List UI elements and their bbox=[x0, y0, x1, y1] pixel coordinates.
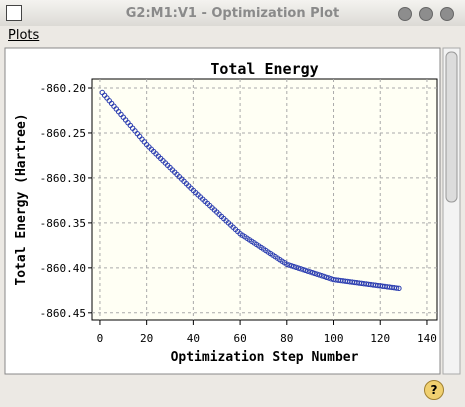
data-point bbox=[326, 275, 332, 281]
data-point bbox=[396, 285, 402, 292]
plot-area bbox=[91, 78, 438, 321]
chart-title: Total Energy bbox=[210, 60, 318, 78]
x-tick-label: 40 bbox=[187, 332, 200, 345]
x-tick-label: 80 bbox=[280, 332, 293, 345]
x-tick-label: 140 bbox=[417, 332, 437, 345]
x-tick-label: 20 bbox=[140, 332, 153, 345]
x-tick-label: 60 bbox=[233, 332, 246, 345]
window-title: G2:M1:V1 - Optimization Plot bbox=[125, 6, 340, 21]
y-tick-label: -860.25 bbox=[40, 127, 86, 140]
data-point bbox=[393, 285, 400, 291]
data-point bbox=[295, 265, 302, 271]
data-point bbox=[323, 274, 330, 280]
data-point bbox=[298, 266, 304, 272]
x-tick-label: 0 bbox=[97, 332, 104, 345]
data-point bbox=[284, 261, 290, 267]
data-point bbox=[286, 262, 292, 268]
data-point bbox=[309, 269, 316, 276]
help-button[interactable]: ? bbox=[424, 380, 444, 400]
data-point bbox=[314, 271, 320, 277]
y-tick-label: -860.20 bbox=[40, 82, 86, 95]
data-point bbox=[291, 263, 297, 270]
data-point bbox=[319, 273, 325, 279]
data-point bbox=[321, 273, 327, 280]
minimize-button[interactable] bbox=[398, 7, 412, 21]
maximize-button[interactable] bbox=[419, 7, 433, 21]
data-point bbox=[307, 269, 313, 275]
data-point bbox=[305, 268, 311, 274]
title-bar: G2:M1:V1 - Optimization Plot bbox=[0, 0, 465, 26]
menu-plots[interactable]: Plots bbox=[8, 28, 40, 43]
data-point bbox=[312, 270, 318, 277]
y-tick-label: -860.30 bbox=[40, 172, 86, 185]
data-point bbox=[300, 266, 306, 273]
data-point bbox=[316, 272, 323, 278]
data-point bbox=[302, 267, 309, 274]
scroll-thumb[interactable] bbox=[445, 51, 458, 203]
app-icon bbox=[6, 5, 22, 21]
y-tick-label: -860.40 bbox=[40, 262, 86, 275]
y-tick-label: -860.35 bbox=[40, 217, 86, 230]
y-axis-label: Total Energy (Hartree) bbox=[14, 113, 29, 285]
data-point bbox=[288, 263, 295, 269]
x-axis-label: Optimization Step Number bbox=[171, 350, 359, 365]
x-tick-label: 120 bbox=[370, 332, 390, 345]
x-tick-label: 100 bbox=[324, 332, 344, 345]
y-tick-label: -860.45 bbox=[40, 307, 86, 320]
close-button[interactable] bbox=[440, 7, 454, 21]
data-point bbox=[293, 264, 299, 271]
